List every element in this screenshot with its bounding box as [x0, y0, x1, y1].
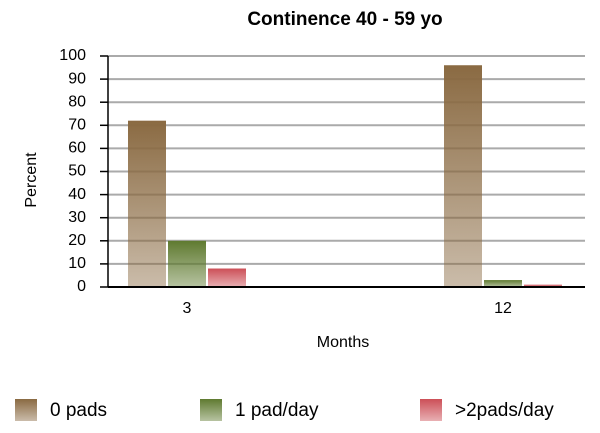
- y-tick-label: 50: [68, 163, 86, 180]
- chart-title: Continence 40 - 59 yo: [247, 9, 442, 30]
- bar: [524, 284, 562, 287]
- y-tick-label: 0: [77, 278, 86, 295]
- y-tick-label: 70: [68, 117, 86, 134]
- bar: [484, 280, 522, 287]
- bar: [208, 268, 246, 287]
- y-tick-label: 100: [59, 47, 86, 64]
- legend-label: 0 pads: [50, 400, 107, 421]
- y-tick-label: 30: [68, 209, 86, 226]
- legend-swatch: [15, 399, 37, 421]
- legend-label: 1 pad/day: [235, 400, 319, 421]
- y-tick-label: 90: [68, 70, 86, 87]
- y-axis-label: Percent: [23, 152, 40, 208]
- bar: [444, 65, 482, 288]
- x-axis-label: Months: [317, 334, 369, 351]
- y-tick-label: 80: [68, 93, 86, 110]
- legend-swatch: [200, 399, 222, 421]
- bar: [128, 120, 166, 288]
- y-tick-label: 60: [68, 140, 86, 157]
- legend-swatch: [420, 399, 442, 421]
- y-tick-label: 10: [68, 255, 86, 272]
- x-tick-label: 3: [183, 300, 192, 317]
- legend-label: >2pads/day: [455, 400, 554, 421]
- bar: [168, 240, 206, 287]
- y-tick-label: 20: [68, 232, 86, 249]
- y-tick-label: 40: [68, 186, 86, 203]
- x-tick-label: 12: [494, 300, 512, 317]
